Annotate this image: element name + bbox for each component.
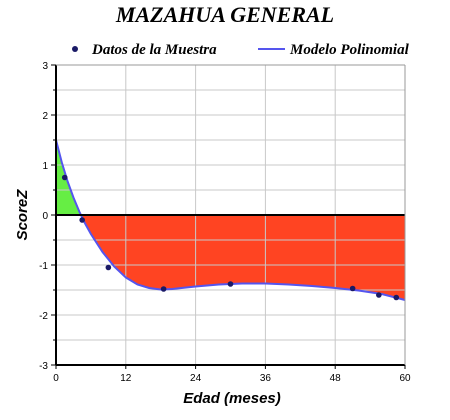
data-point <box>349 285 356 292</box>
y-tick-label: -3 <box>39 361 48 372</box>
y-tick-label: -1 <box>39 261 48 272</box>
data-points <box>61 174 400 301</box>
data-point <box>160 286 167 292</box>
y-tick-label: 3 <box>42 61 48 72</box>
legend: Datos de la Muestra Modelo Polinomial <box>72 42 410 58</box>
y-tick-label: -2 <box>39 311 48 322</box>
data-point <box>61 174 68 181</box>
x-tick-label: 60 <box>399 373 411 384</box>
legend-point-marker <box>72 46 78 52</box>
data-point <box>79 217 85 223</box>
y-axis-label: ScoreZ <box>14 189 31 241</box>
model-curve-group <box>55 139 406 301</box>
x-tick-label: 48 <box>330 373 342 384</box>
positive-area <box>56 140 405 215</box>
area-fills <box>56 140 405 300</box>
data-point <box>105 264 112 271</box>
axes <box>51 64 406 369</box>
y-tick-label: 2 <box>42 111 48 122</box>
chart-title: MAZAHUA GENERAL <box>115 2 335 27</box>
negative-area <box>56 215 405 300</box>
data-point <box>227 281 234 287</box>
y-tick-label: 1 <box>42 161 48 172</box>
x-axis-label: Edad (meses) <box>183 390 281 407</box>
x-tick-label: 24 <box>190 373 202 384</box>
legend-item-modelo: Modelo Polinomial <box>289 42 410 58</box>
model-curve <box>55 139 406 301</box>
data-point <box>393 294 400 301</box>
x-tick-label: 36 <box>260 373 272 384</box>
x-tick-label: 12 <box>120 373 132 384</box>
data-point <box>376 292 382 298</box>
tick-labels: 0 12 24 36 48 60 3 2 1 0 -1 -2 -3 <box>39 61 411 384</box>
x-tick-label: 0 <box>53 373 59 384</box>
legend-item-datos: Datos de la Muestra <box>91 42 217 58</box>
y-tick-label: 0 <box>42 211 48 222</box>
